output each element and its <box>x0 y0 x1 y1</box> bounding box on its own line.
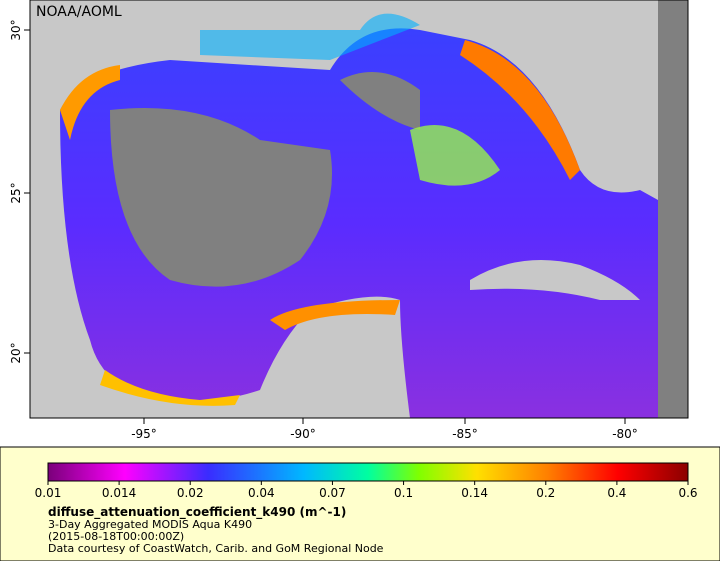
colorbar-ticks: 0.01 0.014 0.02 0.04 0.07 0.1 0.14 0.2 0.4 0.6 <box>35 481 698 500</box>
lon-label: -85° <box>452 427 478 441</box>
colorbar-tick-label: 0.02 <box>177 486 204 500</box>
colorbar-tick-label: 0.07 <box>319 486 346 500</box>
lat-label: 30° <box>9 19 23 40</box>
colorbar-tick-label: 0.01 <box>35 486 62 500</box>
lon-label: -80° <box>612 427 638 441</box>
lon-label: -90° <box>290 427 316 441</box>
watermark: NOAA/AOML <box>36 4 122 20</box>
high-k490-region <box>410 125 500 186</box>
map-frame <box>29 0 689 419</box>
colorbar-tick-label: 0.014 <box>102 486 136 500</box>
legend-variable: diffuse_attenuation_coefficient_k490 (m^… <box>48 505 346 520</box>
coastal-band <box>200 13 420 60</box>
colorbar-tick-label: 0.14 <box>461 486 488 500</box>
no-data-region <box>340 72 420 130</box>
colorbar <box>47 462 689 482</box>
lat-axis: 30° 25° 20° <box>9 19 30 364</box>
coastal-band <box>270 300 400 330</box>
colorbar-tick-label: 0.6 <box>678 486 697 500</box>
coastal-band <box>100 370 240 406</box>
legend-time: (2015-08-18T00:00:00Z) <box>48 530 184 543</box>
colorbar-tick-label: 0.2 <box>536 486 555 500</box>
map <box>30 0 688 418</box>
legend-description: 3-Day Aggregated MODIS Aqua K490 <box>48 518 252 531</box>
legend-credit: Data courtesy of CoastWatch, Carib. and … <box>48 542 384 555</box>
colorbar-tick-label: 0.1 <box>394 486 413 500</box>
coastal-band <box>460 40 580 180</box>
colorbar-tick-label: 0.04 <box>248 486 275 500</box>
land <box>470 260 640 300</box>
no-data-region <box>110 108 332 287</box>
lat-label: 20° <box>9 342 23 363</box>
lat-label: 25° <box>9 182 23 203</box>
coastal-band <box>60 65 120 140</box>
no-data-region <box>658 0 688 418</box>
lon-label: -95° <box>131 427 157 441</box>
lon-axis: -95° -90° -85° -80° <box>131 418 638 441</box>
colorbar-tick-label: 0.4 <box>607 486 626 500</box>
